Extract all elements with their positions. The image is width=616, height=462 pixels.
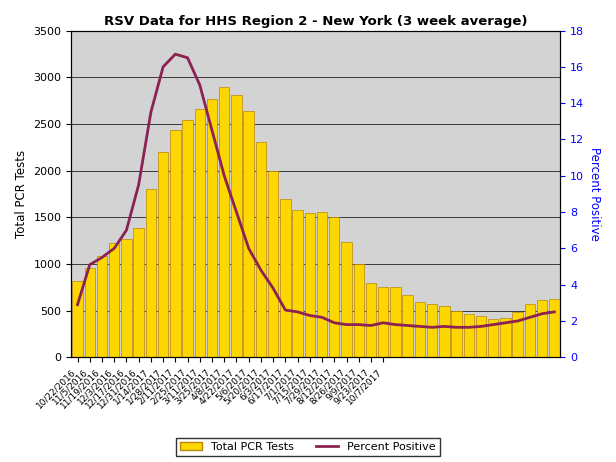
Bar	[513, 311, 523, 357]
Bar	[500, 318, 511, 357]
Legend: Total PCR Tests, Percent Positive: Total PCR Tests, Percent Positive	[176, 438, 440, 456]
Bar	[134, 227, 144, 357]
Bar	[427, 304, 437, 357]
Y-axis label: Total PCR Tests: Total PCR Tests	[15, 150, 28, 238]
Bar	[354, 264, 364, 357]
Bar	[207, 99, 217, 357]
Bar	[97, 256, 107, 357]
Bar	[525, 304, 535, 357]
Bar	[549, 299, 559, 357]
Bar	[378, 287, 389, 357]
Bar	[415, 302, 425, 357]
Bar	[219, 87, 229, 357]
Bar	[182, 120, 193, 357]
Bar	[537, 300, 548, 357]
Bar	[439, 306, 450, 357]
Bar	[452, 310, 462, 357]
Bar	[317, 212, 327, 357]
Bar	[145, 189, 156, 357]
Bar	[243, 111, 254, 357]
Bar	[72, 281, 83, 357]
Bar	[402, 295, 413, 357]
Bar	[329, 217, 339, 357]
Bar	[231, 95, 241, 357]
Bar	[476, 316, 486, 357]
Bar	[170, 130, 180, 357]
Bar	[158, 152, 168, 357]
Bar	[305, 213, 315, 357]
Bar	[256, 142, 266, 357]
Bar	[280, 199, 291, 357]
Bar	[293, 210, 303, 357]
Bar	[464, 314, 474, 357]
Bar	[84, 267, 95, 357]
Bar	[390, 287, 400, 357]
Bar	[268, 170, 278, 357]
Bar	[109, 243, 120, 357]
Bar	[195, 109, 205, 357]
Bar	[341, 242, 352, 357]
Bar	[366, 283, 376, 357]
Bar	[488, 319, 498, 357]
Bar	[121, 239, 132, 357]
Title: RSV Data for HHS Region 2 - New York (3 week average): RSV Data for HHS Region 2 - New York (3 …	[104, 15, 528, 28]
Y-axis label: Percent Positive: Percent Positive	[588, 147, 601, 241]
